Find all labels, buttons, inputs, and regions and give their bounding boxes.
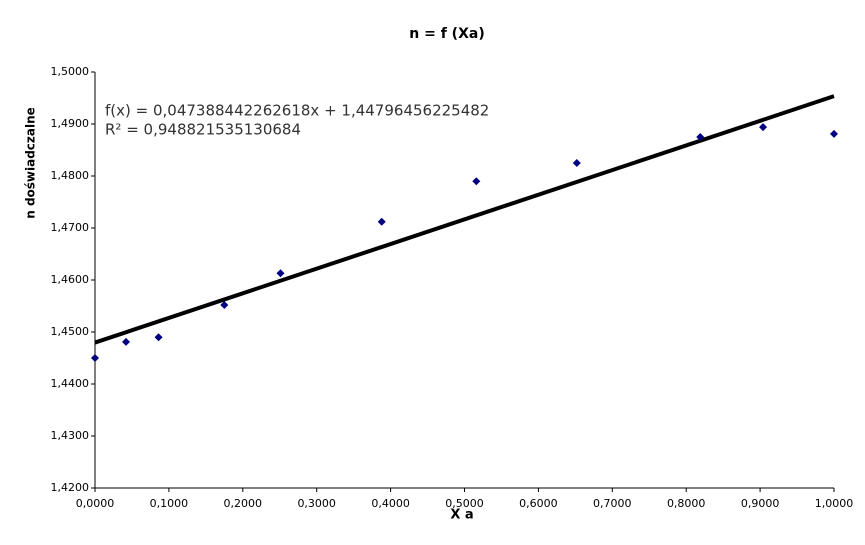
y-axis-label: n doświadczalne (24, 107, 38, 219)
chart-title: n = f (Xa) (409, 26, 484, 42)
point (572, 159, 581, 167)
y-tick-label: 1,5000 (51, 65, 90, 78)
y-tick-label: 1,4700 (51, 221, 90, 234)
x-tick-label: 0,3000 (297, 497, 336, 510)
point (696, 133, 705, 141)
trendline-equation: f(x) = 0,047388442262618x + 1,4479645622… (105, 102, 489, 120)
x-tick-label: 0,5000 (445, 497, 484, 510)
x-tick-label: 0,4000 (371, 497, 410, 510)
y-tick-label: 1,4500 (51, 325, 90, 338)
point (759, 123, 768, 132)
x-tick-label: 0,8000 (667, 497, 706, 510)
x-tick-label: 0,0000 (76, 497, 115, 510)
y-tick-label: 1,4200 (51, 481, 90, 494)
y-tick-label: 1,4600 (51, 273, 90, 286)
y-tick-label: 1,4800 (51, 169, 90, 182)
x-tick-label: 1,0000 (815, 497, 854, 510)
point (830, 129, 838, 138)
y-tick-label: 1,4900 (51, 117, 90, 130)
point (276, 269, 285, 278)
x-tick-label: 0,2000 (224, 497, 263, 510)
point (472, 177, 481, 186)
point (122, 337, 131, 346)
point (91, 354, 99, 362)
x-axis-label: X a (450, 508, 473, 523)
trendline-r2: R² = 0,948821535130684 (105, 121, 301, 139)
point (154, 333, 163, 342)
trendline (94, 94, 835, 345)
x-tick-label: 0,1000 (150, 497, 189, 510)
x-tick-label: 0,6000 (519, 497, 558, 510)
point (220, 300, 229, 309)
x-tick-label: 0,7000 (593, 497, 632, 510)
x-tick-label: 0,9000 (741, 497, 780, 510)
y-tick-label: 1,4300 (51, 429, 90, 442)
point (377, 217, 386, 226)
y-tick-label: 1,4400 (51, 377, 90, 390)
